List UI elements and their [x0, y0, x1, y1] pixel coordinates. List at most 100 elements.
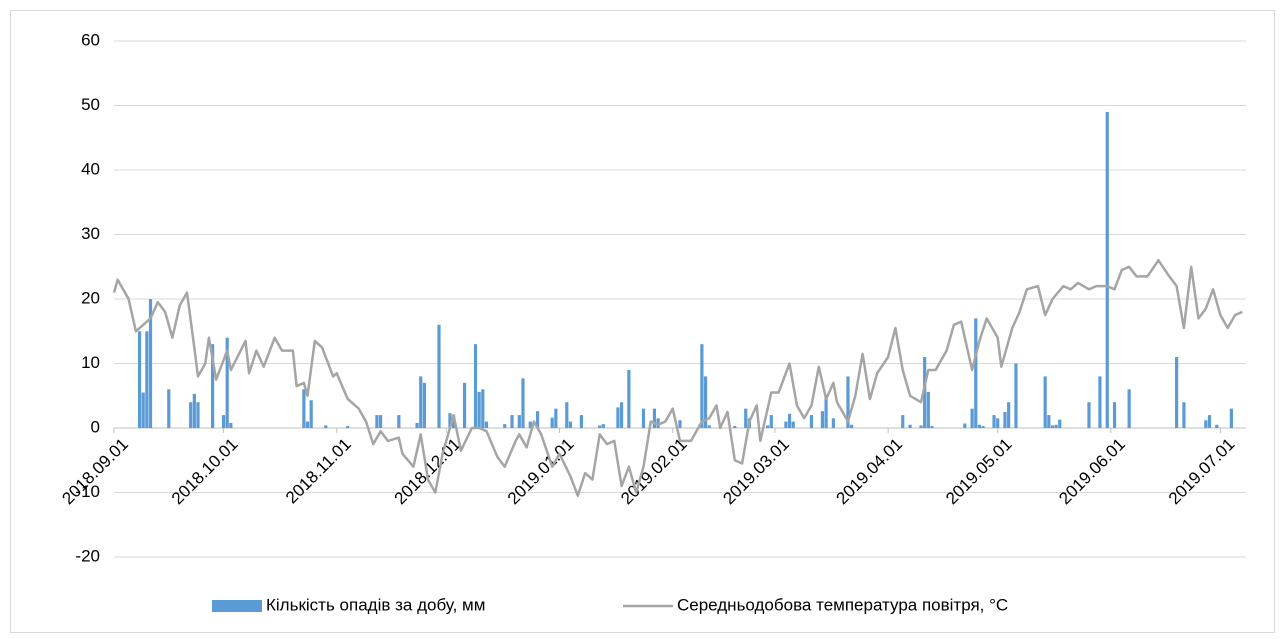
bar	[820, 411, 825, 428]
bar	[473, 344, 478, 428]
bar	[302, 389, 306, 428]
bar	[415, 422, 419, 428]
y-tick-label: 60	[81, 30, 100, 49]
bar	[974, 318, 978, 428]
legend-label: Середньодобова температура повітря, °C	[677, 595, 1008, 614]
bar	[510, 415, 514, 428]
bar	[1043, 376, 1047, 428]
bar	[309, 400, 313, 428]
bar	[550, 417, 554, 428]
bar	[452, 415, 456, 428]
bar	[1105, 111, 1109, 428]
bar	[397, 415, 401, 428]
bar	[970, 408, 974, 428]
bar	[1087, 402, 1091, 428]
bar	[784, 421, 788, 428]
bar	[1003, 411, 1007, 428]
bar	[1050, 425, 1055, 428]
legend-label: Кількість опадів за добу, мм	[266, 595, 485, 614]
bar	[422, 382, 426, 428]
bar	[167, 389, 171, 428]
bar	[225, 337, 229, 428]
bar	[652, 408, 657, 428]
bar	[579, 415, 584, 428]
bar	[192, 393, 196, 428]
bar	[1215, 424, 1219, 428]
bar	[1058, 419, 1062, 428]
bar	[787, 413, 792, 428]
bar	[930, 426, 934, 428]
bar	[145, 331, 149, 428]
bar	[137, 331, 142, 428]
bar	[1207, 415, 1212, 428]
bar	[901, 415, 905, 428]
bar	[791, 421, 795, 428]
bar	[484, 421, 489, 428]
bar	[926, 391, 930, 428]
bar	[981, 426, 985, 428]
y-tick-label: 40	[81, 159, 100, 178]
bar	[977, 424, 982, 428]
bar	[305, 421, 310, 428]
bar	[565, 402, 569, 428]
bar	[707, 425, 711, 428]
bar	[1054, 424, 1058, 428]
bar	[419, 376, 423, 428]
bar	[619, 402, 624, 428]
bar	[1014, 363, 1018, 428]
bar	[148, 299, 153, 428]
bar	[210, 344, 215, 428]
bar	[703, 376, 708, 428]
legend-swatch	[212, 600, 262, 612]
y-tick-label: -20	[75, 546, 100, 565]
y-tick-label: 10	[81, 353, 100, 372]
bar	[535, 411, 540, 428]
bar	[196, 402, 200, 428]
bar	[1229, 408, 1233, 428]
bar	[641, 408, 646, 428]
bar	[1007, 402, 1011, 428]
bar	[375, 415, 379, 428]
bar	[850, 424, 854, 428]
bar	[601, 424, 605, 428]
bar	[462, 382, 467, 428]
bar	[824, 395, 828, 428]
bar	[1112, 402, 1117, 428]
bar	[616, 407, 620, 428]
bar	[521, 378, 525, 428]
bar	[733, 426, 737, 428]
y-tick-label: -10	[75, 482, 100, 501]
bar	[437, 324, 441, 428]
bar	[656, 418, 660, 428]
bar	[517, 415, 521, 428]
bar	[919, 425, 923, 428]
bar	[1047, 415, 1051, 428]
y-tick-label: 50	[81, 95, 100, 114]
y-tick-label: 0	[91, 417, 100, 436]
bar	[448, 413, 452, 428]
bar	[923, 357, 927, 428]
bar	[963, 423, 967, 428]
bar	[809, 415, 814, 428]
bar	[481, 389, 485, 428]
bar	[1182, 402, 1186, 428]
bar	[908, 424, 912, 428]
y-tick-label: 20	[81, 288, 100, 307]
bar	[1204, 420, 1208, 428]
bar	[831, 418, 835, 428]
bar	[996, 418, 1000, 428]
bar	[141, 392, 145, 428]
temperature-line	[112, 259, 1243, 497]
bar	[229, 422, 233, 428]
bar	[477, 391, 481, 428]
bar	[627, 369, 631, 428]
bar	[1175, 357, 1179, 428]
bar	[846, 376, 850, 428]
bar	[700, 344, 704, 428]
bar	[766, 425, 770, 428]
bar	[221, 415, 226, 428]
bar	[992, 415, 996, 428]
bar	[346, 426, 350, 428]
bar	[568, 421, 573, 428]
bar	[1098, 376, 1102, 428]
